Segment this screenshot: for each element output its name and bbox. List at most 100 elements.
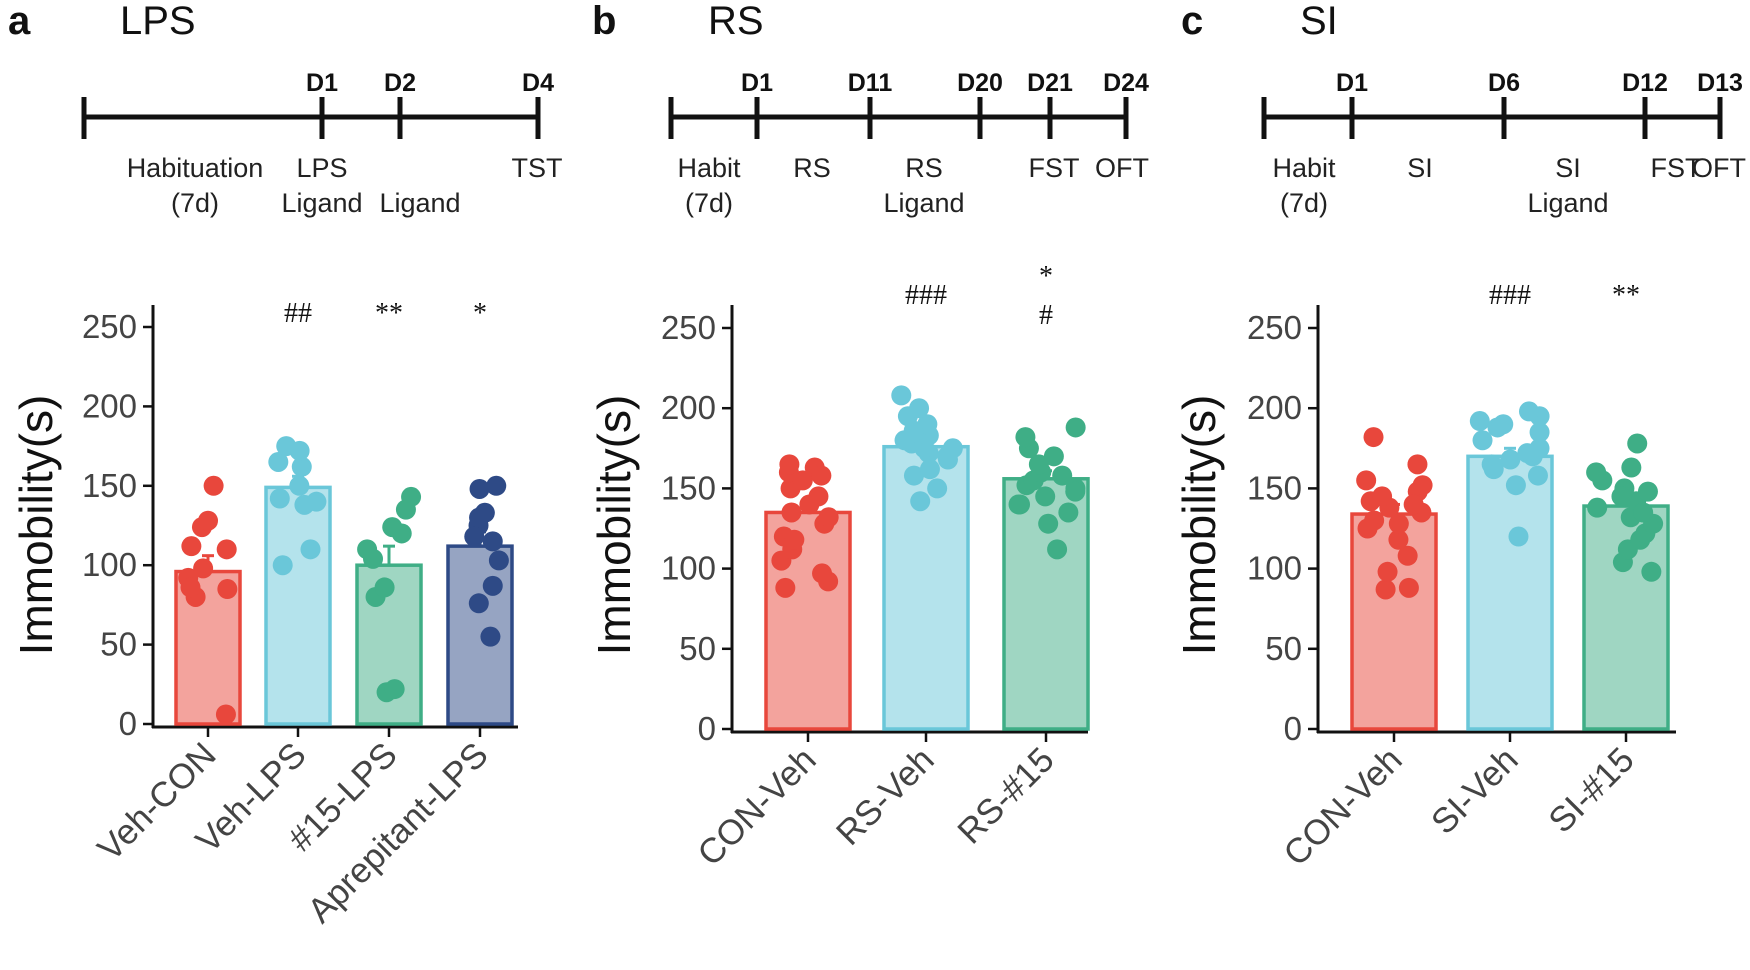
- data-point: [269, 488, 290, 509]
- bar-group-1: [1350, 427, 1438, 731]
- bar: [446, 544, 514, 726]
- timeline-phase-label: RS: [793, 153, 831, 183]
- y-tick-label: 200: [82, 387, 137, 424]
- timeline-day-label: D1: [741, 69, 773, 97]
- data-point: [1517, 443, 1538, 464]
- bar: [264, 485, 332, 726]
- timeline-phase-label: (7d): [171, 188, 219, 218]
- data-point: [401, 486, 422, 507]
- data-point: [1472, 430, 1493, 451]
- timeline-phase-label: Habituation: [127, 153, 264, 183]
- x-tick-label: RS-Veh: [829, 740, 942, 853]
- data-point: [1403, 494, 1424, 515]
- data-point: [1015, 427, 1036, 448]
- y-tick-label: 250: [82, 308, 137, 345]
- y-tick-label: 250: [1247, 309, 1302, 346]
- data-point: [1487, 417, 1508, 438]
- data-point: [486, 475, 507, 496]
- timeline-day-label: D2: [384, 69, 416, 97]
- data-point: [198, 510, 219, 531]
- data-point: [811, 465, 832, 486]
- data-point: [181, 536, 202, 557]
- data-point: [464, 526, 485, 547]
- significance-marker: ###: [905, 280, 947, 311]
- data-point: [808, 486, 829, 507]
- data-point: [272, 555, 293, 576]
- panel-title: RS: [708, 0, 764, 43]
- data-point: [1529, 422, 1550, 443]
- timeline-phase-label: TST: [512, 153, 563, 183]
- y-tick-label: 0: [119, 705, 137, 742]
- data-point: [1586, 462, 1607, 483]
- data-point: [357, 539, 378, 560]
- data-point: [891, 385, 912, 406]
- data-point: [203, 475, 224, 496]
- y-tick-label: 200: [1247, 389, 1302, 426]
- data-point: [910, 491, 931, 512]
- data-point: [818, 507, 839, 528]
- timeline-phase-label: Ligand: [883, 188, 964, 218]
- data-point: [1035, 486, 1056, 507]
- panel-b: b RS D1 D11 D20 D21 D24 Habit (7d) RS RS Ligand FST O…: [588, 0, 1149, 874]
- significance-marker: **: [1612, 280, 1640, 311]
- plot-area: 0 50 100 150 200 250 Immobility(s) CON-Veh RS-Ve…: [588, 261, 1090, 874]
- timeline-day-label: D21: [1027, 69, 1073, 97]
- significance-marker: *: [473, 298, 487, 329]
- y-tick-label: 100: [82, 546, 137, 583]
- data-point: [917, 414, 938, 435]
- data-point: [1388, 513, 1409, 534]
- x-tick-label: RS-#15: [950, 740, 1061, 851]
- panel-label: a: [8, 0, 31, 43]
- timeline-day-label: D12: [1622, 69, 1668, 97]
- timeline-day-label: D11: [848, 69, 893, 97]
- data-point: [1065, 481, 1086, 502]
- data-point: [1637, 481, 1658, 502]
- bar-group-3: [1002, 417, 1090, 731]
- data-point: [1356, 470, 1377, 491]
- timeline-phase-label: OFT: [1095, 153, 1149, 183]
- data-point: [468, 593, 489, 614]
- y-tick-label: 0: [1284, 710, 1302, 747]
- y-tick-label: 50: [1265, 630, 1302, 667]
- y-tick-label: 200: [661, 389, 716, 426]
- y-axis-label: Immobility(s): [10, 395, 62, 656]
- data-point: [1412, 475, 1433, 496]
- data-point: [812, 563, 833, 584]
- timeline-phase-label: Ligand: [1527, 188, 1608, 218]
- data-point: [1363, 427, 1384, 448]
- bar: [1466, 454, 1554, 731]
- bar: [1582, 504, 1670, 731]
- data-point: [909, 398, 930, 419]
- bar-group-2: [264, 436, 332, 726]
- data-point: [480, 626, 501, 647]
- x-tick-label: SI-Veh: [1424, 740, 1526, 842]
- timeline-phase-label: Ligand: [281, 188, 362, 218]
- y-tick-label: 150: [1247, 469, 1302, 506]
- timeline-day-label: D1: [1336, 69, 1368, 97]
- data-point: [482, 575, 503, 596]
- data-point: [1641, 561, 1662, 582]
- data-point: [1008, 494, 1029, 515]
- y-tick-label: 50: [679, 630, 716, 667]
- data-point: [1508, 526, 1529, 547]
- data-point: [1372, 486, 1393, 507]
- y-tick-label: 150: [661, 469, 716, 506]
- panel-label: c: [1181, 0, 1203, 43]
- plot-area: 050100150200250Immobility(s)Veh-CONVeh-L…: [10, 298, 518, 931]
- timeline-phase-label: SI: [1555, 153, 1581, 183]
- data-point: [1052, 465, 1073, 486]
- data-point: [1047, 539, 1068, 560]
- data-point: [180, 577, 201, 598]
- data-point: [1388, 529, 1409, 550]
- data-point: [942, 438, 963, 459]
- data-point: [382, 517, 403, 538]
- y-tick-label: 0: [698, 710, 716, 747]
- data-point: [193, 558, 214, 579]
- data-point: [488, 550, 509, 571]
- timeline-day-label: D24: [1103, 69, 1149, 97]
- data-point: [1028, 454, 1049, 475]
- timeline-phase-label: OFT: [1692, 153, 1746, 183]
- data-point: [1058, 502, 1079, 523]
- significance-marker: **: [375, 298, 403, 329]
